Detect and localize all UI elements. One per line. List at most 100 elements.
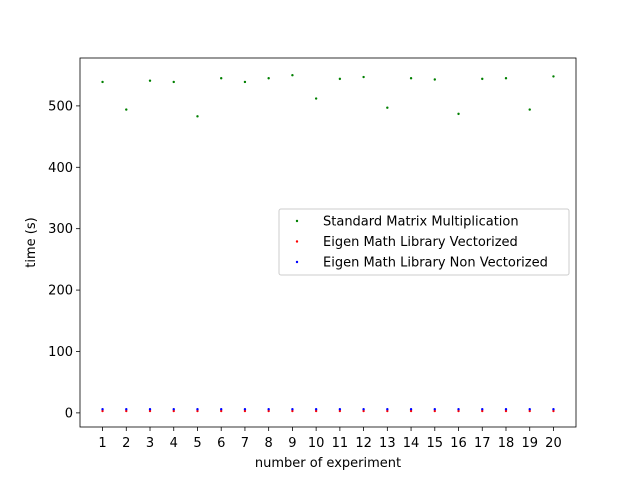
legend-label-vectorized: Eigen Math Library Vectorized <box>323 235 518 250</box>
legend: Standard Matrix Multiplication Eigen Mat… <box>278 208 570 276</box>
point-standard <box>172 80 175 84</box>
point-standard <box>314 97 318 100</box>
x-tick-label: 9 <box>288 436 296 451</box>
point-standard <box>386 106 389 109</box>
y-tick-label: 400 <box>48 161 73 176</box>
y-tick-label: 200 <box>48 284 73 299</box>
point-vectorized <box>101 409 104 413</box>
x-tick-label: 16 <box>450 436 467 451</box>
point-non-vectorized <box>528 407 531 411</box>
point-standard <box>362 75 365 79</box>
point-non-vectorized <box>362 407 365 411</box>
point-standard <box>433 78 436 81</box>
x-tick-label: 1 <box>98 436 106 451</box>
point-vectorized <box>196 409 199 413</box>
point-standard <box>101 80 104 84</box>
point-standard <box>267 77 270 80</box>
point-non-vectorized <box>172 407 175 411</box>
point-non-vectorized <box>338 407 342 411</box>
point-standard <box>481 77 484 81</box>
point-vectorized <box>528 409 531 413</box>
legend-marker-standard <box>295 219 299 223</box>
point-vectorized <box>243 409 247 413</box>
y-tick-label: 500 <box>48 99 73 114</box>
y-tick-label: 300 <box>48 222 73 237</box>
point-non-vectorized <box>409 407 413 411</box>
point-vectorized <box>552 409 555 413</box>
x-tick-label: 14 <box>403 436 420 451</box>
point-standard <box>148 79 152 82</box>
point-vectorized <box>504 409 508 413</box>
point-standard <box>457 112 460 116</box>
legend-label-non-vectorized: Eigen Math Library Non Vectorized <box>323 256 548 271</box>
x-tick-label: 4 <box>170 436 178 451</box>
x-tick-label: 3 <box>146 436 154 451</box>
x-tick-label: 8 <box>265 436 273 451</box>
point-standard <box>338 77 342 81</box>
legend-entry-vectorized: Eigen Math Library Vectorized <box>295 235 518 250</box>
legend-label-standard: Standard Matrix Multiplication <box>323 215 519 230</box>
point-non-vectorized <box>386 407 389 411</box>
point-non-vectorized <box>433 407 436 411</box>
point-standard <box>125 108 128 111</box>
point-vectorized <box>433 409 436 413</box>
point-non-vectorized <box>457 407 460 411</box>
legend-marker-non-vectorized <box>295 260 299 264</box>
point-non-vectorized <box>148 407 152 411</box>
point-vectorized <box>314 409 318 413</box>
point-vectorized <box>481 409 484 413</box>
x-tick-label: 5 <box>193 436 201 451</box>
x-axis-label: number of experiment <box>255 456 401 471</box>
legend-entry-standard: Standard Matrix Multiplication <box>295 215 519 230</box>
point-vectorized <box>220 409 223 413</box>
x-tick-label: 17 <box>474 436 491 451</box>
x-tick-label: 10 <box>308 436 325 451</box>
point-non-vectorized <box>196 407 199 411</box>
point-standard <box>504 77 508 80</box>
x-tick-label: 20 <box>545 436 562 451</box>
point-vectorized <box>457 409 460 413</box>
point-vectorized <box>172 409 175 413</box>
x-tick-label: 15 <box>427 436 444 451</box>
point-vectorized <box>148 409 152 413</box>
point-non-vectorized <box>481 407 484 411</box>
x-tick-label: 12 <box>355 436 372 451</box>
point-non-vectorized <box>314 407 318 411</box>
point-standard <box>528 108 531 111</box>
y-tick-label: 100 <box>48 345 73 360</box>
point-non-vectorized <box>125 407 128 411</box>
point-standard <box>552 75 555 78</box>
data-points <box>101 73 555 413</box>
x-axis-ticks: 1 2 3 4 5 6 7 8 9 10 11 12 13 14 15 16 17 18 19 20 <box>98 427 562 451</box>
plot-area-frame <box>79 57 577 428</box>
point-standard <box>409 77 413 80</box>
x-tick-label: 2 <box>122 436 130 451</box>
point-non-vectorized <box>267 407 270 411</box>
x-tick-label: 19 <box>521 436 538 451</box>
point-vectorized <box>409 409 413 413</box>
x-tick-label: 6 <box>217 436 225 451</box>
y-axis-ticks: 0 100 200 300 400 500 <box>48 99 80 421</box>
x-tick-label: 13 <box>379 436 396 451</box>
point-non-vectorized <box>552 407 555 411</box>
point-standard <box>196 115 199 118</box>
legend-box <box>278 208 570 276</box>
legend-entry-non-vectorized: Eigen Math Library Non Vectorized <box>295 256 548 271</box>
point-non-vectorized <box>504 407 508 411</box>
point-non-vectorized <box>101 407 104 411</box>
point-standard <box>291 73 294 77</box>
point-vectorized <box>362 409 365 413</box>
point-non-vectorized <box>220 407 223 411</box>
y-tick-label: 0 <box>65 406 73 421</box>
point-standard <box>243 80 247 84</box>
point-vectorized <box>338 409 342 413</box>
point-non-vectorized <box>243 407 247 411</box>
point-non-vectorized <box>291 407 294 411</box>
point-standard <box>220 77 223 80</box>
x-tick-label: 18 <box>498 436 515 451</box>
point-vectorized <box>386 409 389 413</box>
legend-marker-vectorized <box>295 240 299 243</box>
x-tick-label: 11 <box>332 436 349 451</box>
point-vectorized <box>267 409 270 413</box>
